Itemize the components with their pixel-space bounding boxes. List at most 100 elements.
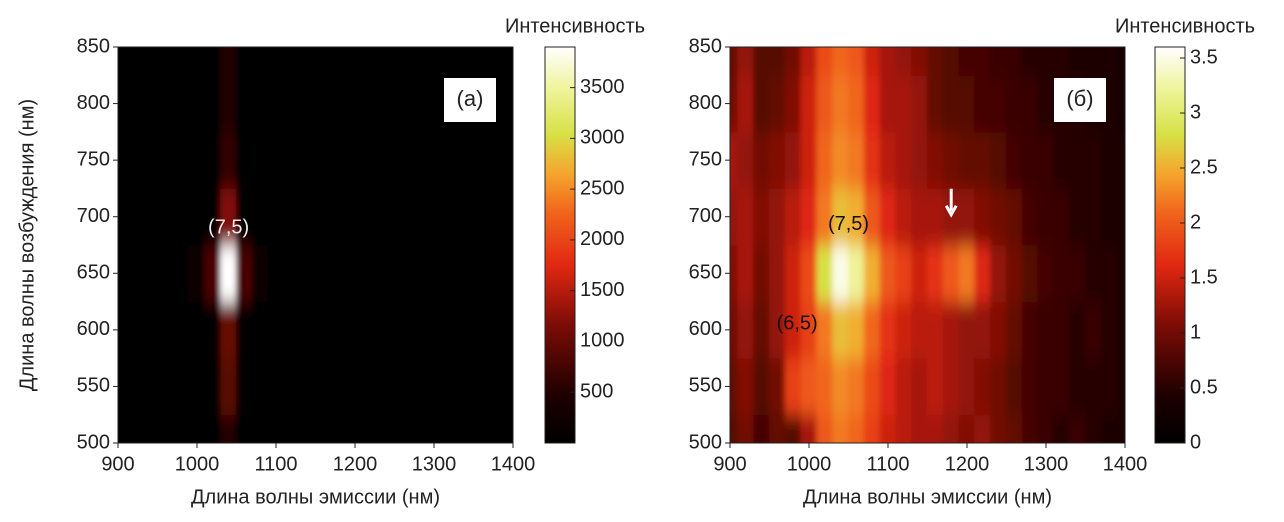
heatmap-cell — [299, 357, 316, 416]
heatmap-cell — [441, 357, 459, 416]
heatmap-cell — [832, 414, 849, 443]
heatmap-cell — [204, 357, 222, 416]
panel: 900 1000 1100 1200 1300 1400 500 550 600 650 700 75… — [689, 15, 1255, 508]
heatmap-cell — [753, 244, 770, 303]
heatmap-cell — [1053, 187, 1071, 246]
heatmap-cell — [378, 414, 395, 443]
colorbar-tick-label: 0.5 — [1190, 376, 1218, 398]
y-tick-label: 750 — [77, 148, 110, 170]
heatmap-cell — [1116, 244, 1125, 303]
heatmap-cell — [879, 301, 897, 359]
heatmap-cell — [425, 301, 443, 359]
panel: 900 1000 1100 1200 1300 1400 500 550 600 650 700 75… — [16, 15, 645, 508]
heatmap-cell — [315, 301, 332, 359]
heatmap-cell — [441, 187, 459, 246]
heatmap-cell — [236, 187, 253, 246]
heatmap-cell — [125, 301, 143, 359]
heatmap-cell — [488, 131, 506, 189]
heatmap-cell — [299, 301, 316, 359]
heatmap-cell — [1116, 47, 1125, 76]
heatmap-cell — [911, 187, 928, 246]
heatmap-cell — [911, 131, 928, 189]
heatmap-cell — [330, 301, 348, 359]
heatmap-cell — [220, 47, 237, 76]
heatmap-cell — [346, 131, 364, 189]
y-tick-label: 500 — [77, 431, 110, 453]
heatmap-cell — [1053, 301, 1071, 359]
heatmap-cell — [315, 244, 332, 303]
heatmap-cell — [1085, 414, 1102, 443]
colorbar-tick-label: 3500 — [580, 76, 625, 98]
heatmap-cell — [769, 187, 786, 246]
heatmap-cell — [141, 357, 158, 416]
heatmap-cell — [283, 187, 301, 246]
heatmap-cell — [315, 47, 332, 76]
heatmap-cell — [942, 244, 960, 303]
heatmap-cell — [188, 74, 206, 133]
heatmap-cell — [251, 187, 269, 246]
heatmap-cell — [330, 244, 348, 303]
heatmap-cell — [832, 74, 849, 133]
y-tick-label: 850 — [77, 35, 110, 57]
plot-frame — [729, 46, 1126, 444]
heatmap-cell — [990, 47, 1007, 76]
heatmap-cell — [1006, 187, 1023, 246]
heatmap-cell — [863, 47, 881, 76]
heatmap-cell — [816, 414, 834, 443]
heatmap-cell — [394, 74, 411, 133]
heatmap-cell — [1100, 301, 1118, 359]
heatmap-cell — [457, 47, 474, 76]
heatmap-cell — [911, 301, 928, 359]
heatmap-cell — [800, 357, 818, 416]
heatmap-cell — [267, 414, 285, 443]
heatmap-cell — [958, 357, 976, 416]
heatmap-cell — [974, 131, 992, 189]
heatmap-cell — [425, 131, 443, 189]
heatmap-cell — [362, 357, 380, 416]
heatmap-cell — [800, 187, 818, 246]
heatmap-cell — [863, 414, 881, 443]
heatmap-cell — [220, 74, 237, 133]
heatmap-cell — [1100, 47, 1118, 76]
heatmap-cell — [832, 131, 849, 189]
heatmap-cell — [769, 131, 786, 189]
heatmap-cell — [362, 187, 380, 246]
heatmap-cell — [409, 187, 427, 246]
heatmap-cell — [488, 357, 506, 416]
heatmap-cell — [125, 244, 143, 303]
heatmap-cell — [378, 74, 395, 133]
heatmap-cell — [1021, 357, 1039, 416]
heatmap-cell — [1053, 47, 1071, 76]
heatmap-cell — [362, 74, 380, 133]
heatmap-cell — [283, 244, 301, 303]
annotation: (7,5) — [828, 213, 869, 235]
heatmap-cell — [251, 47, 269, 76]
heatmap-cell — [425, 357, 443, 416]
heatmap-cell — [204, 131, 222, 189]
heatmap-cell — [157, 244, 174, 303]
heatmap-cell — [346, 47, 364, 76]
heatmap-cell — [204, 187, 222, 246]
heatmap-cell — [1053, 414, 1071, 443]
heatmap-cell — [942, 414, 960, 443]
heatmap-cell — [990, 301, 1007, 359]
heatmap-cell — [974, 357, 992, 416]
heatmap-cell — [737, 187, 755, 246]
heatmap-cell — [118, 131, 127, 189]
y-tick-label: 600 — [77, 318, 110, 340]
heatmap-cell — [784, 357, 802, 416]
heatmap-cell — [832, 357, 849, 416]
heatmap-cell — [800, 74, 818, 133]
heatmap-cell — [330, 357, 348, 416]
heatmap-cell — [172, 187, 190, 246]
heatmap-cell — [1021, 131, 1039, 189]
heatmap-cell — [848, 301, 865, 359]
y-tick-label: 650 — [77, 262, 110, 284]
heatmap-cell — [863, 74, 881, 133]
heatmap-cell — [942, 131, 960, 189]
heatmap-cell — [942, 301, 960, 359]
heatmap-cell — [157, 131, 174, 189]
heatmap-cell — [346, 414, 364, 443]
heatmap-cell — [730, 414, 739, 443]
